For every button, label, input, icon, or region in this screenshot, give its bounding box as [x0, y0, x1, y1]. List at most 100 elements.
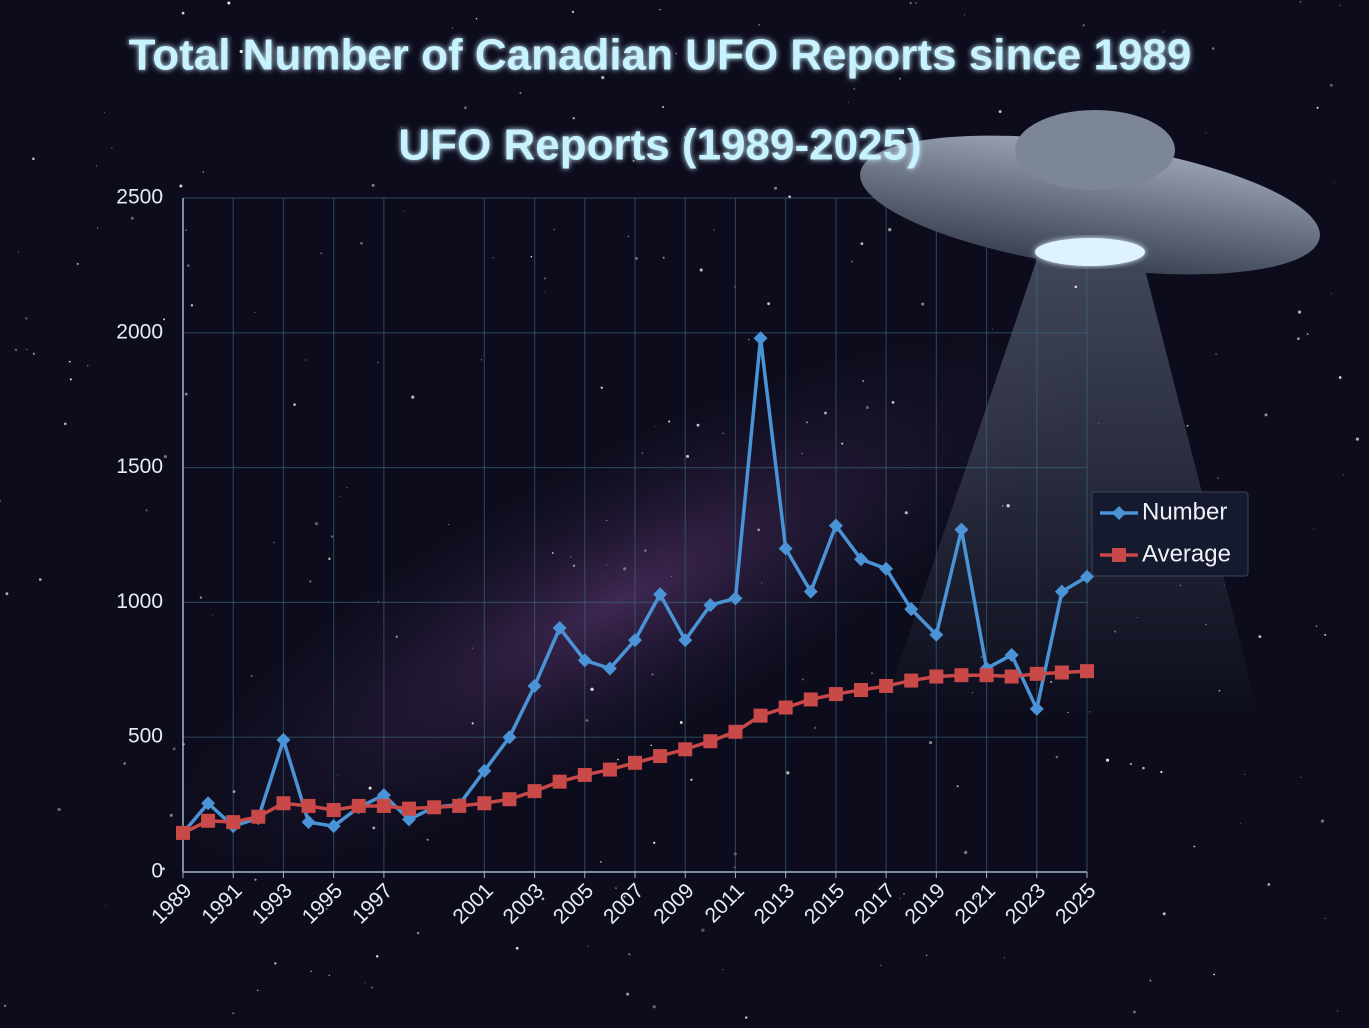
star: [347, 487, 348, 488]
star: [472, 648, 473, 649]
star: [701, 929, 704, 932]
data-point: [804, 692, 818, 706]
star: [25, 317, 27, 319]
star: [417, 932, 419, 934]
star: [871, 673, 872, 674]
star: [1340, 5, 1341, 6]
star: [851, 261, 853, 263]
star: [992, 328, 993, 329]
star: [320, 252, 322, 254]
star: [329, 975, 330, 976]
star: [722, 969, 723, 970]
star: [203, 171, 205, 173]
star: [105, 905, 106, 906]
star: [801, 453, 802, 454]
data-point: [980, 668, 994, 682]
data-point: [528, 784, 542, 798]
star: [476, 18, 477, 19]
star: [601, 387, 603, 389]
data-point: [201, 814, 215, 828]
star: [1244, 774, 1245, 775]
star: [806, 422, 808, 424]
star: [1331, 293, 1332, 294]
star: [553, 229, 555, 231]
star: [1142, 767, 1145, 770]
star: [519, 92, 521, 94]
y-tick-label: 2000: [116, 320, 163, 343]
star: [1324, 634, 1326, 636]
star: [104, 112, 105, 113]
star: [841, 443, 843, 445]
data-point: [754, 709, 768, 723]
star: [651, 673, 653, 675]
star: [310, 970, 312, 972]
data-point: [302, 799, 316, 813]
star: [606, 564, 607, 565]
star: [1205, 132, 1206, 133]
star: [404, 211, 405, 212]
star: [606, 520, 607, 521]
star: [957, 785, 959, 787]
star: [1339, 376, 1342, 379]
star: [200, 596, 202, 598]
y-tick-label: 1000: [116, 590, 163, 613]
star: [1149, 980, 1151, 982]
chart-subtitle: UFO Reports (1989-2025): [398, 121, 921, 170]
data-point: [703, 734, 717, 748]
star: [377, 362, 379, 364]
star: [617, 759, 619, 761]
star: [339, 496, 340, 497]
star: [653, 842, 655, 844]
star: [1356, 437, 1359, 440]
data-point: [553, 775, 567, 789]
star: [1193, 846, 1195, 848]
star: [70, 378, 72, 380]
star: [1300, 777, 1301, 778]
data-point: [251, 810, 265, 824]
star: [26, 349, 27, 350]
star: [309, 580, 311, 582]
data-point: [904, 674, 918, 688]
star: [77, 263, 79, 265]
star: [1187, 425, 1189, 427]
star: [964, 851, 967, 854]
star: [111, 147, 112, 148]
star: [403, 1026, 404, 1027]
data-point: [578, 768, 592, 782]
data-point: [829, 687, 843, 701]
star: [212, 614, 213, 615]
star: [615, 887, 617, 889]
legend-label: Number: [1142, 498, 1227, 525]
star: [64, 423, 67, 426]
star: [232, 1012, 234, 1014]
star: [251, 675, 252, 676]
star: [1258, 635, 1261, 638]
star: [570, 556, 571, 557]
star: [1334, 182, 1335, 183]
star: [544, 291, 545, 292]
star: [411, 396, 414, 399]
star: [668, 420, 670, 422]
star: [96, 165, 97, 166]
data-point: [226, 815, 240, 829]
star: [853, 88, 855, 90]
star: [315, 522, 318, 525]
star: [274, 962, 276, 964]
star: [254, 879, 256, 881]
star: [464, 106, 467, 109]
star: [1265, 413, 1268, 416]
data-point: [879, 679, 893, 693]
star: [697, 424, 700, 427]
star: [1133, 1011, 1136, 1014]
star: [866, 406, 869, 409]
star: [895, 8, 896, 9]
star: [757, 529, 760, 532]
star: [1325, 918, 1326, 919]
star: [328, 557, 331, 560]
star: [745, 1016, 747, 1018]
y-tick-label: 1500: [116, 455, 163, 478]
data-point: [1005, 670, 1019, 684]
star: [600, 861, 602, 863]
star: [57, 808, 60, 811]
data-point: [1030, 667, 1044, 681]
